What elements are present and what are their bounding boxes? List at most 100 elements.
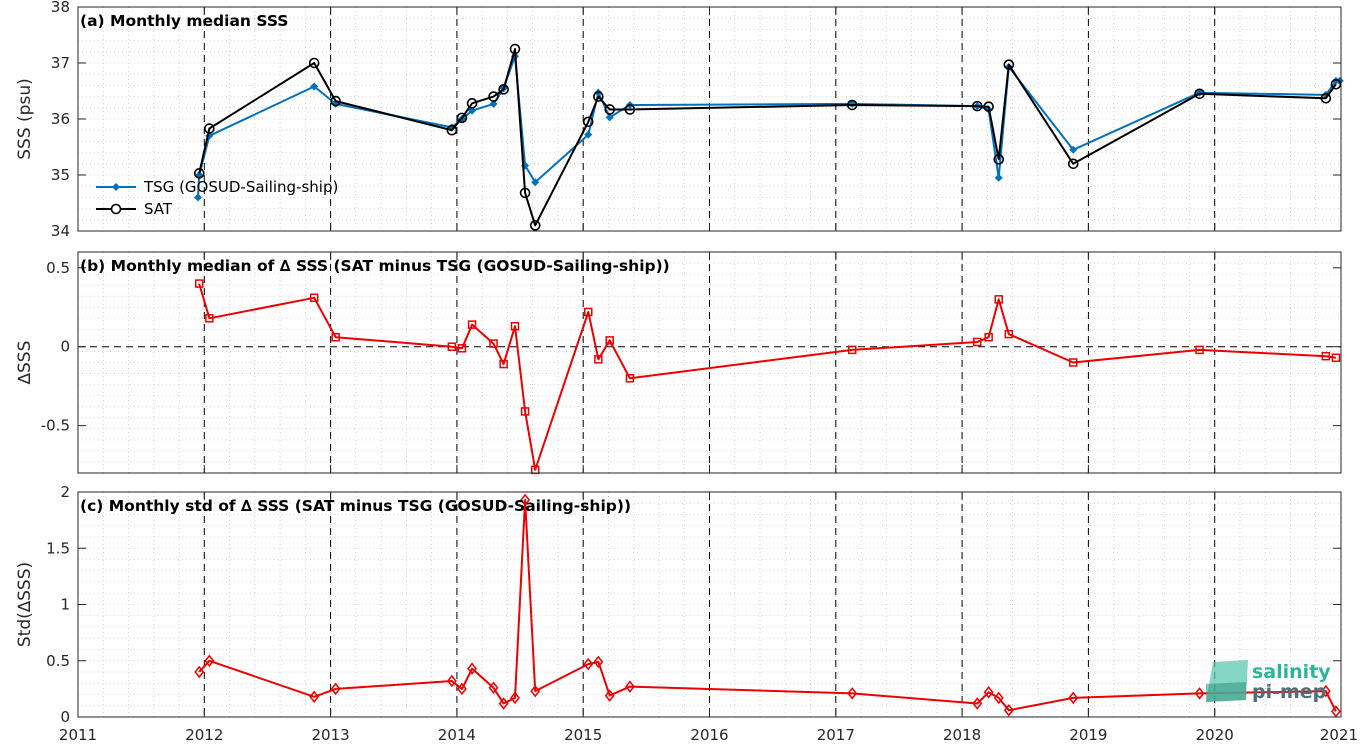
data-point <box>1321 351 1331 361</box>
panel-a: 34 35 36 37 38 (a) Monthly median SSS SSS (p… <box>15 0 1344 240</box>
data-point <box>583 657 594 671</box>
panel-a-year-lines <box>203 7 1216 231</box>
ytick-label: 36 <box>51 110 70 128</box>
panel-b-yticks: -0.5 0 0.5 <box>41 252 1342 473</box>
logo-line2: pi-mep <box>1252 681 1326 703</box>
data-point <box>846 99 858 111</box>
panel-b-grid <box>78 252 1341 473</box>
data-point <box>1068 358 1078 367</box>
panel-b-ylabel: ∆SSS <box>15 341 35 386</box>
panel-c-series <box>194 493 1341 718</box>
salinity-pi-mep-logo: salinity pi-mep <box>1206 660 1331 703</box>
data-point <box>510 321 520 331</box>
data-point <box>498 84 509 95</box>
data-point <box>193 168 205 179</box>
data-point <box>584 307 593 317</box>
data-point <box>456 682 467 696</box>
data-point <box>605 113 614 122</box>
panel-a-ylabel: SSS (psu) <box>15 78 35 159</box>
ytick-label: 0.5 <box>46 259 70 277</box>
panel-c: 00.511.52 2011 2012 2013 2014 2015 2016 2017 20… <box>15 483 1358 744</box>
data-point <box>847 345 857 355</box>
panel-c-year-lines <box>203 492 1216 717</box>
data-point <box>509 43 521 55</box>
data-point <box>624 680 635 693</box>
data-point <box>330 682 341 696</box>
data-point <box>1330 705 1341 718</box>
data-point <box>520 407 530 416</box>
xtick-label: 2020 <box>1196 726 1234 744</box>
xtick-label: 2019 <box>1069 726 1107 744</box>
data-point <box>1069 145 1078 154</box>
ytick-label: 0 <box>60 708 70 726</box>
legend-sat-marker <box>110 203 122 215</box>
data-point <box>488 681 499 694</box>
panel-a-title: (a) Monthly median SSS <box>80 12 288 30</box>
data-point <box>847 687 858 700</box>
data-point <box>310 82 319 91</box>
data-point <box>489 99 498 108</box>
data-point <box>993 691 1004 705</box>
data-point <box>1067 158 1079 170</box>
data-point <box>972 697 983 710</box>
data-point <box>971 100 983 112</box>
data-point <box>466 98 478 109</box>
data-point <box>510 691 520 705</box>
data-point <box>993 154 1005 165</box>
data-point <box>604 689 615 702</box>
ytick-label: 0 <box>60 338 70 356</box>
data-point <box>446 674 457 688</box>
data-point <box>457 344 467 353</box>
xtick-label: 2017 <box>817 726 855 744</box>
data-point <box>519 187 531 199</box>
ytick-label: 34 <box>51 222 70 240</box>
series-line-a-1 <box>198 48 1337 227</box>
panel-b-year-lines <box>203 252 1216 473</box>
data-point <box>994 173 1003 182</box>
data-point <box>983 101 994 112</box>
data-point <box>1194 88 1205 100</box>
data-point <box>1003 59 1015 70</box>
data-point <box>584 130 593 139</box>
data-point <box>1320 92 1332 104</box>
data-point <box>467 320 477 329</box>
logo-line1: salinity <box>1252 661 1331 683</box>
data-point <box>1068 691 1079 705</box>
xtick-label: 2011 <box>59 726 97 744</box>
data-point <box>309 690 320 703</box>
data-point <box>582 116 594 128</box>
ytick-label: 2 <box>60 483 70 501</box>
data-point <box>330 95 341 107</box>
series-line-c-0 <box>198 498 1337 712</box>
xtick-label: 2013 <box>312 726 350 744</box>
data-point <box>204 654 215 667</box>
ytick-label: 38 <box>51 0 70 16</box>
data-point <box>193 193 202 202</box>
panel-b: -0.5 0 0.5 (b) Monthly median of ∆ SSS (SA… <box>15 251 1342 475</box>
data-point <box>530 684 541 698</box>
xtick-label: 2012 <box>185 726 223 744</box>
data-point <box>446 124 458 136</box>
xtick-label: 2021 <box>1320 726 1358 744</box>
legend-sat-label: SAT <box>144 200 173 218</box>
panel-c-yticks: 0 0.5 1 1.5 2 <box>46 483 1342 726</box>
data-point <box>1331 353 1341 363</box>
ytick-label: 37 <box>51 54 70 72</box>
data-point <box>308 57 320 69</box>
data-point <box>994 295 1003 304</box>
data-point <box>604 104 616 115</box>
ytick-label: 35 <box>51 166 70 184</box>
data-point <box>1003 704 1014 717</box>
data-point <box>468 106 477 115</box>
legend-tsg-label: TSG (GOSUD-Sailing-ship) <box>143 178 338 196</box>
xtick-label: 2018 <box>943 726 981 744</box>
series-line-b-0 <box>198 283 1337 471</box>
data-point <box>447 342 457 351</box>
data-point <box>1004 329 1014 339</box>
xtick-label: 2016 <box>690 726 728 744</box>
panel-b-series <box>194 279 1341 475</box>
data-point <box>488 91 499 102</box>
data-point <box>529 220 541 231</box>
ytick-label: 1.5 <box>46 539 70 557</box>
